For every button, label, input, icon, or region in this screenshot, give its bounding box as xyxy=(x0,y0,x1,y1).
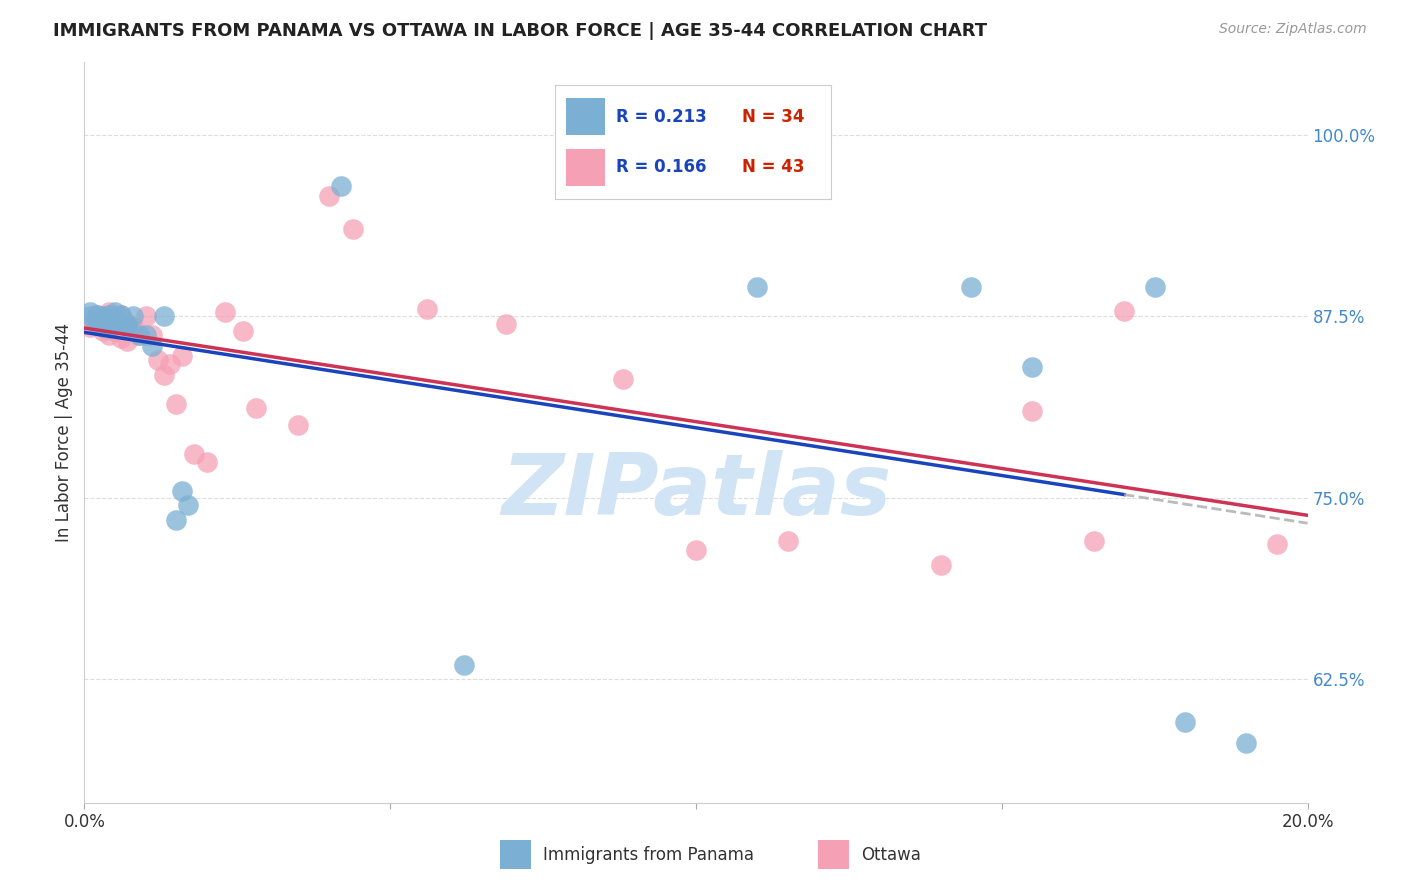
Point xyxy=(86,317,108,331)
Point xyxy=(79,319,101,334)
Point xyxy=(960,280,983,294)
Point xyxy=(86,308,108,322)
Point xyxy=(104,324,127,338)
Point xyxy=(110,317,132,331)
Point xyxy=(79,315,101,329)
Point xyxy=(104,317,127,331)
Point xyxy=(1143,280,1166,294)
Point xyxy=(495,317,517,331)
Point xyxy=(1236,736,1258,750)
Point xyxy=(110,308,132,322)
Point xyxy=(214,305,236,319)
Text: Source: ZipAtlas.com: Source: ZipAtlas.com xyxy=(1219,22,1367,37)
Point xyxy=(115,319,138,334)
Point xyxy=(104,312,127,326)
Point xyxy=(165,396,187,410)
Point xyxy=(135,328,157,343)
Point xyxy=(104,317,127,331)
Point xyxy=(287,418,309,433)
Text: Ottawa: Ottawa xyxy=(860,846,921,863)
Point xyxy=(416,302,439,317)
Point xyxy=(172,349,194,363)
Point xyxy=(1114,303,1136,318)
Text: ZIPatlas: ZIPatlas xyxy=(501,450,891,533)
Point xyxy=(128,328,150,343)
Point xyxy=(122,319,145,334)
Point xyxy=(1021,360,1043,375)
Point xyxy=(115,334,138,348)
Point xyxy=(128,328,150,343)
Point xyxy=(91,310,114,325)
Point xyxy=(115,317,138,331)
Point xyxy=(91,314,114,328)
Point xyxy=(135,310,157,324)
Point xyxy=(141,328,163,343)
Point xyxy=(141,338,163,352)
Point xyxy=(79,310,101,324)
Point xyxy=(91,310,114,324)
Y-axis label: In Labor Force | Age 35-44: In Labor Force | Age 35-44 xyxy=(55,323,73,542)
Point xyxy=(91,319,114,334)
Point xyxy=(453,657,475,672)
Point xyxy=(153,310,176,324)
Point xyxy=(122,310,145,324)
Point xyxy=(79,305,101,319)
Point xyxy=(183,447,205,461)
Point xyxy=(245,401,267,415)
Point xyxy=(1021,404,1043,418)
Point xyxy=(110,308,132,322)
Point xyxy=(110,331,132,345)
Point xyxy=(159,358,181,372)
Text: Immigrants from Panama: Immigrants from Panama xyxy=(543,846,754,863)
Point xyxy=(1083,534,1105,549)
Text: IMMIGRANTS FROM PANAMA VS OTTAWA IN LABOR FORCE | AGE 35-44 CORRELATION CHART: IMMIGRANTS FROM PANAMA VS OTTAWA IN LABO… xyxy=(53,22,987,40)
Point xyxy=(195,455,218,469)
Point xyxy=(1265,537,1288,551)
Point xyxy=(97,312,120,326)
Point xyxy=(612,372,634,386)
Point xyxy=(97,305,120,319)
Point xyxy=(115,317,138,331)
Point xyxy=(776,534,799,549)
Point xyxy=(177,498,200,512)
Point xyxy=(86,308,108,322)
Point xyxy=(330,178,353,193)
Point xyxy=(685,543,707,558)
Point xyxy=(104,310,127,324)
Point xyxy=(97,315,120,329)
Point xyxy=(86,317,108,331)
Point xyxy=(232,324,254,338)
Point xyxy=(91,324,114,338)
Point xyxy=(929,558,952,572)
Point xyxy=(165,513,187,527)
Point xyxy=(97,321,120,335)
Point xyxy=(104,305,127,319)
Point xyxy=(747,280,769,294)
Point xyxy=(97,308,120,322)
Point xyxy=(318,189,340,203)
Point xyxy=(1174,714,1197,729)
Point xyxy=(146,353,169,368)
Point xyxy=(172,483,194,498)
Point xyxy=(153,368,176,382)
Point xyxy=(97,328,120,343)
Point xyxy=(86,314,108,328)
Point xyxy=(342,222,364,236)
